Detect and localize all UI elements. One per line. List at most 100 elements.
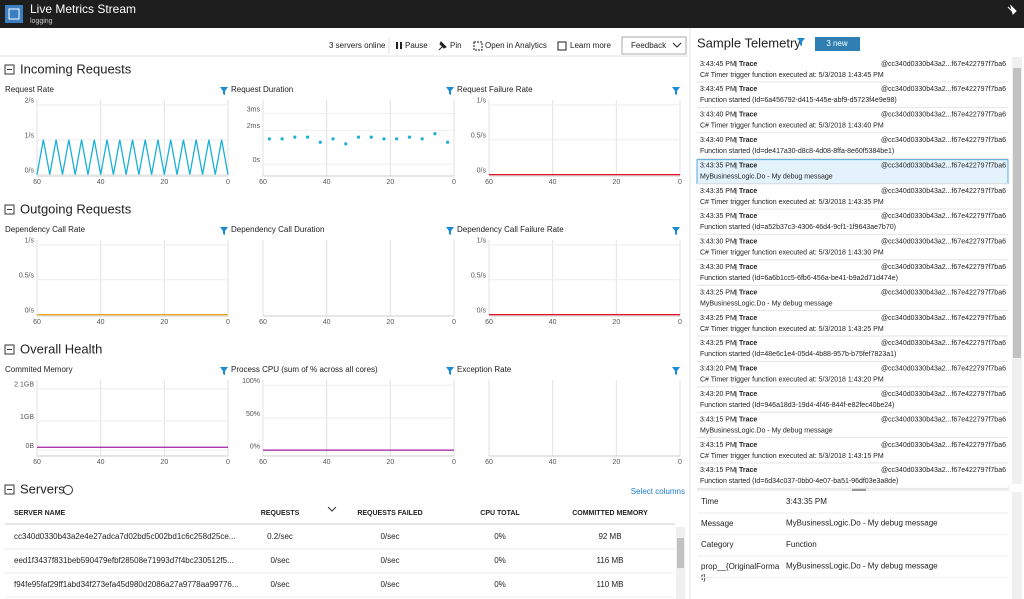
event-message: Function started (Id=a52b37c3-4306-46d4-… — [700, 224, 896, 231]
event-time: 3:43:25 PM — [700, 289, 736, 296]
column-header[interactable]: CPU TOTAL — [480, 510, 520, 517]
event-source: @cc340d0330b43a2...f67e422797f7ba6 — [881, 86, 1006, 93]
filter-icon[interactable] — [797, 38, 805, 46]
column-header[interactable]: COMMITTED MEMORY — [572, 510, 648, 517]
event-time: 3:43:15 PM — [700, 467, 736, 474]
x-tick-label: 60 — [33, 319, 41, 326]
event-time: 3:43:20 PM — [700, 366, 736, 373]
telemetry-row[interactable] — [697, 413, 1008, 438]
x-tick-label: 20 — [386, 179, 394, 186]
filter-icon[interactable] — [672, 227, 680, 235]
telemetry-row[interactable] — [697, 388, 1008, 413]
detail-key-box: Category — [701, 540, 733, 549]
telemetry-row[interactable] — [697, 261, 1008, 286]
telemetry-row[interactable] — [697, 210, 1008, 235]
x-tick-label: 40 — [97, 459, 105, 466]
new-badge-label: 3 new — [826, 39, 848, 48]
telemetry-row[interactable] — [697, 439, 1008, 463]
plot-area — [489, 100, 680, 176]
table-cell: 0/sec — [270, 556, 289, 565]
collapse-toggle[interactable] — [4, 204, 15, 215]
new-badge[interactable] — [815, 37, 860, 51]
event-time: 3:43:25 PM — [700, 340, 736, 347]
y-tick-label: 0/s — [25, 167, 35, 174]
telemetry-row[interactable] — [697, 362, 1008, 387]
event-type: Trace — [739, 264, 757, 271]
telemetry-row[interactable] — [697, 134, 1008, 159]
y-tick-label: 0/s — [25, 307, 35, 314]
telemetry-row[interactable] — [697, 464, 1008, 489]
filter-icon[interactable] — [672, 87, 680, 95]
pin-icon[interactable] — [1007, 4, 1017, 15]
event-source: @cc340d0330b43a2...f67e422797f7ba6 — [881, 188, 1006, 195]
collapse-toggle[interactable] — [4, 344, 15, 355]
telemetry-row[interactable] — [697, 58, 1008, 82]
column-header[interactable]: SERVER NAME — [14, 510, 66, 517]
x-tick-label: 40 — [323, 179, 331, 186]
telemetry-row[interactable] — [697, 235, 1008, 260]
analytics-button[interactable]: Open in Analytics — [485, 41, 547, 50]
event-type: Trace — [739, 366, 757, 373]
event-time: 3:43:30 PM — [700, 239, 736, 246]
filter-icon[interactable] — [446, 367, 454, 375]
telemetry-row[interactable] — [697, 286, 1008, 311]
event-message: Function started (Id=6d34c037-0bb0-4e07-… — [700, 478, 898, 485]
chart-title: Dependency Call Duration — [231, 225, 324, 234]
x-tick-label: 60 — [259, 179, 267, 186]
data-point — [369, 135, 373, 139]
collapse-toggle[interactable] — [4, 64, 15, 75]
event-message: Function started (Id=6a6b1cc5-6fb6-456a-… — [700, 275, 898, 282]
plot-area — [37, 240, 228, 316]
pause-button[interactable]: Pause — [405, 41, 428, 50]
sort-arrow — [327, 506, 337, 512]
filter-icon[interactable] — [446, 87, 454, 95]
filter-icon[interactable] — [220, 87, 228, 95]
event-type: Trace — [739, 340, 757, 347]
filter-icon[interactable] — [672, 367, 680, 375]
x-tick-label: 0 — [226, 319, 230, 326]
y-tick-label: 2ms — [247, 123, 261, 130]
detail-key-box: prop__{OriginalFormat} — [701, 562, 779, 582]
filter-icon[interactable] — [220, 367, 228, 375]
plot-area — [37, 100, 228, 176]
scrollbar[interactable] — [1012, 492, 1022, 599]
event-time: 3:43:30 PM — [700, 264, 736, 271]
pin-icon — [438, 41, 447, 51]
column-header[interactable]: REQUESTS FAILED — [357, 510, 422, 517]
scroll-thumb[interactable] — [1013, 68, 1021, 358]
x-tick-label: 40 — [549, 459, 557, 466]
table-cell: eed1f3437f831beb590479efbf28508e71993d7f… — [14, 556, 234, 565]
pause-icon — [400, 42, 402, 49]
telemetry-row[interactable] — [697, 185, 1008, 209]
telemetry-row[interactable] — [696, 159, 1009, 185]
plot-area — [489, 240, 680, 316]
filter-icon[interactable] — [220, 227, 228, 235]
event-source: @cc340d0330b43a2...f67e422797f7ba6 — [881, 213, 1006, 220]
event-time: 3:43:35 PM — [700, 188, 736, 195]
event-message: Function started (Id=48e6c1e4-05d4-4b88-… — [700, 351, 896, 358]
data-point — [267, 137, 271, 141]
scroll-thumb[interactable] — [677, 538, 684, 568]
x-tick-label: 20 — [612, 319, 620, 326]
learn-more-button[interactable]: Learn more — [570, 41, 611, 50]
filter-icon[interactable] — [446, 227, 454, 235]
collapse-toggle[interactable] — [4, 484, 15, 495]
event-type: Trace — [739, 416, 757, 423]
data-point — [305, 135, 310, 139]
plot-area — [263, 240, 454, 316]
telemetry-row[interactable] — [697, 108, 1008, 133]
select-columns[interactable]: Select columns — [631, 487, 685, 496]
telemetry-row[interactable] — [697, 83, 1008, 108]
event-source: @cc340d0330b43a2...f67e422797f7ba6 — [881, 391, 1006, 398]
feedback-dropdown[interactable] — [621, 36, 687, 55]
y-tick-label: 1GB — [20, 414, 34, 421]
event-message: Function started (Id=de417a30-d8c8-4d08-… — [700, 148, 894, 155]
chart-title: Exception Rate — [457, 365, 512, 374]
x-tick-label: 20 — [160, 319, 168, 326]
telemetry-row[interactable] — [697, 337, 1008, 362]
telemetry-row[interactable] — [697, 312, 1008, 336]
column-header[interactable]: REQUESTS — [261, 510, 300, 517]
pin-button[interactable]: Pin — [450, 41, 462, 50]
